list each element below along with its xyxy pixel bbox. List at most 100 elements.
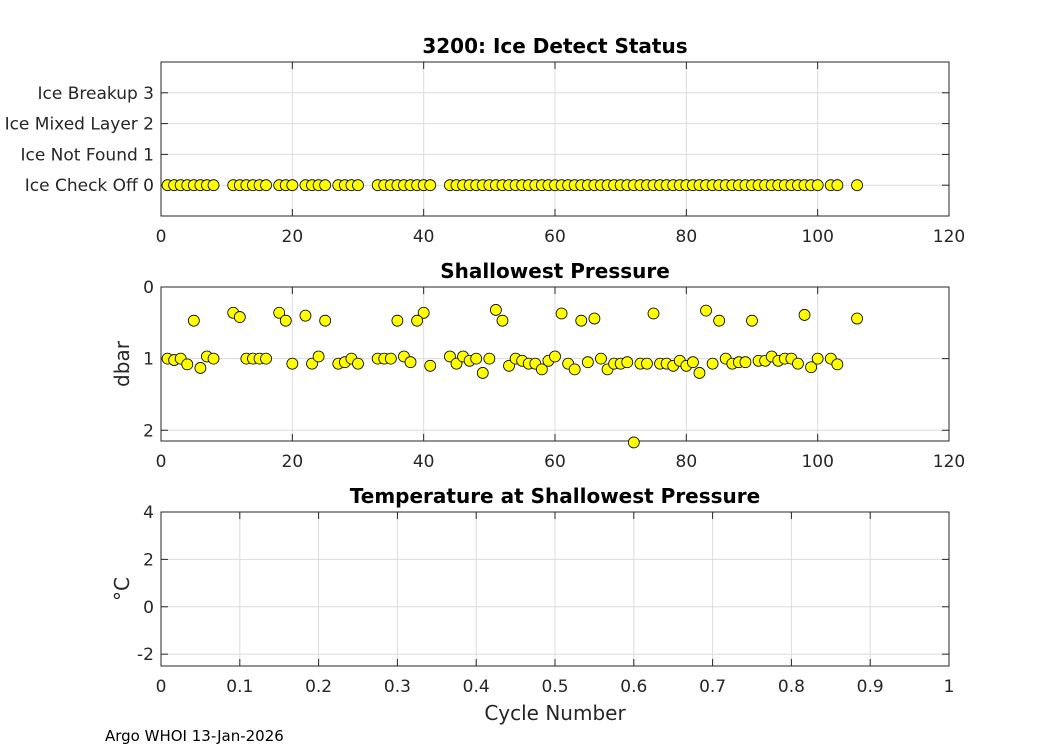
- data-point: [273, 306, 286, 319]
- x-tick-label: 0.1: [226, 677, 253, 697]
- data-point: [286, 179, 299, 192]
- data-point: [647, 307, 660, 320]
- x-tick-label: 100: [801, 227, 833, 247]
- y-tick-label: -2: [137, 645, 154, 665]
- y-tick-label: Ice Check Off 0: [25, 176, 154, 196]
- data-point: [207, 352, 220, 365]
- y-axis-label: dbar: [110, 340, 134, 387]
- data-point: [496, 314, 509, 327]
- data-point: [851, 179, 863, 192]
- x-tick-label: 100: [801, 452, 833, 472]
- temperature-plot: 0 0.1 0.2 0.3 0.4 0.5 0.6 0.7 0.8 0.9 1-2024Temper…: [110, 484, 954, 725]
- data-point: [805, 361, 817, 374]
- y-tick-label: 4: [143, 503, 154, 523]
- data-point: [260, 352, 272, 365]
- data-point: [352, 357, 364, 370]
- x-axis-label: Cycle Number: [484, 701, 626, 725]
- data-point: [581, 356, 594, 369]
- data-point: [286, 357, 299, 370]
- x-tick-label: 0.6: [620, 677, 647, 697]
- data-point: [470, 352, 483, 365]
- chart-title: Shallowest Pressure: [440, 259, 670, 283]
- x-tick-label: 0.3: [384, 677, 411, 697]
- data-point: [627, 436, 640, 449]
- data-point: [555, 307, 568, 320]
- data-point: [384, 352, 397, 365]
- data-point: [792, 357, 804, 370]
- data-point: [319, 314, 332, 327]
- y-tick-label: 2: [143, 421, 154, 441]
- data-point: [391, 314, 404, 327]
- data-point: [588, 312, 601, 325]
- y-tick-label: 1: [143, 350, 154, 370]
- data-point: [411, 314, 424, 327]
- x-tick-label: 1: [944, 677, 955, 697]
- x-tick-label: 0: [156, 677, 167, 697]
- footer-text: Argo WHOI 13-Jan-2026: [105, 727, 284, 745]
- ice-detect-status-plot: 0 20 40 60 80 100 120 Ice Check Off 0 Ice Not Fo…: [5, 34, 966, 247]
- data-point: [641, 357, 653, 370]
- y-tick-label: Ice Breakup 3: [38, 84, 155, 104]
- data-point: [535, 363, 548, 376]
- data-point: [811, 352, 824, 365]
- x-tick-label: 40: [413, 452, 435, 472]
- data-point: [739, 356, 752, 369]
- data-point: [831, 358, 844, 371]
- x-tick-label: 0.4: [463, 677, 490, 697]
- data-point: [417, 306, 430, 319]
- data-point: [207, 179, 220, 192]
- shallowest-pressure-plot: 0 20 40 60 80 100 120 0 1 2 Shallowest Pressure dba…: [110, 259, 965, 472]
- data-point: [621, 356, 634, 369]
- y-tick-label: 0: [143, 598, 154, 618]
- x-tick-label: 20: [282, 227, 304, 247]
- data-point: [312, 350, 325, 363]
- x-tick-label: 0: [156, 227, 167, 247]
- data-point: [549, 350, 561, 363]
- data-point: [798, 309, 811, 321]
- data-point: [595, 352, 607, 365]
- data-point: [424, 179, 437, 192]
- data-point: [319, 179, 332, 192]
- data-point: [260, 179, 272, 192]
- data-point: [233, 311, 246, 323]
- data-point: [299, 309, 312, 322]
- y-tick-label: 0: [143, 278, 154, 298]
- data-point: [476, 367, 489, 379]
- x-tick-label: 0.5: [541, 677, 568, 697]
- data-point: [568, 363, 581, 376]
- data-point: [187, 314, 200, 327]
- x-tick-label: 120: [933, 452, 965, 472]
- data-point: [706, 357, 719, 370]
- x-tick-label: 0.2: [305, 677, 332, 697]
- data-point: [483, 352, 496, 365]
- data-point: [575, 314, 588, 327]
- data-point: [851, 312, 863, 325]
- x-tick-label: 0.8: [778, 677, 805, 697]
- data-point: [831, 179, 844, 192]
- x-tick-label: 80: [676, 452, 698, 472]
- data-point: [693, 367, 706, 379]
- data-point: [181, 358, 194, 371]
- data-point: [352, 179, 364, 192]
- data-point: [811, 179, 824, 192]
- y-tick-label: 2: [143, 550, 154, 570]
- x-tick-label: 80: [676, 227, 698, 247]
- x-tick-label: 60: [544, 452, 566, 472]
- y-axis-label: °C: [110, 577, 134, 601]
- chart-title: 3200: Ice Detect Status: [422, 34, 687, 58]
- chart-title: Temperature at Shallowest Pressure: [350, 484, 760, 508]
- data-point: [279, 314, 292, 327]
- data-point: [687, 356, 699, 369]
- data-point: [489, 304, 502, 316]
- x-tick-label: 0: [156, 452, 167, 472]
- data-point: [746, 314, 758, 327]
- x-tick-label: 0.7: [699, 677, 726, 697]
- x-tick-label: 40: [413, 227, 435, 247]
- data-point: [194, 362, 207, 374]
- x-tick-label: 120: [933, 227, 965, 247]
- y-tick-label: Ice Mixed Layer 2: [5, 115, 154, 135]
- x-tick-label: 60: [544, 227, 566, 247]
- x-tick-label: 0.9: [857, 677, 884, 697]
- data-point: [424, 359, 437, 372]
